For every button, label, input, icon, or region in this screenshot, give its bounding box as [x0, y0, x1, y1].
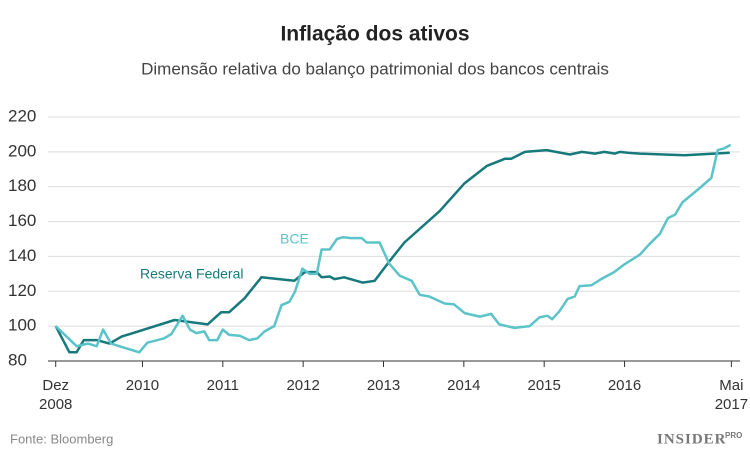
y-tick-label: 120 [8, 281, 36, 300]
x-tick-label: 2013 [366, 377, 401, 394]
x-tick-label: Dez 2008 [39, 377, 73, 413]
y-tick-label: 220 [8, 106, 36, 125]
x-tick-label: 2015 [527, 377, 561, 394]
x-tick-label: 2010 [125, 377, 160, 394]
logo-sup: PRO [725, 431, 742, 440]
y-tick-label: 200 [8, 141, 36, 160]
chart-title: Inflação dos ativos [280, 23, 469, 46]
x-tick-label: Mai 2017 [714, 377, 749, 413]
x-tick-label: 2014 [447, 377, 481, 394]
x-tick-label: 2011 [206, 377, 239, 394]
y-tick-label: 140 [8, 246, 36, 265]
source: Fonte: Bloomberg [10, 431, 113, 446]
x-tick-label: 2012 [286, 377, 320, 394]
x-tick-label: 2016 [607, 377, 642, 394]
y-tick-label: 180 [8, 176, 36, 195]
series-line [54, 148, 730, 354]
chart-subtitle: Dimensão relativa do balanço patrimonial… [141, 59, 609, 78]
series-label: Reserva Federal [140, 266, 244, 282]
y-tick-label: 100 [8, 316, 36, 335]
series-line [54, 143, 732, 354]
y-tick-label: 160 [8, 211, 36, 230]
logo: INSIDER [657, 431, 727, 447]
y-tick-label: 80 [8, 350, 27, 369]
series-label: BCE [280, 231, 309, 247]
